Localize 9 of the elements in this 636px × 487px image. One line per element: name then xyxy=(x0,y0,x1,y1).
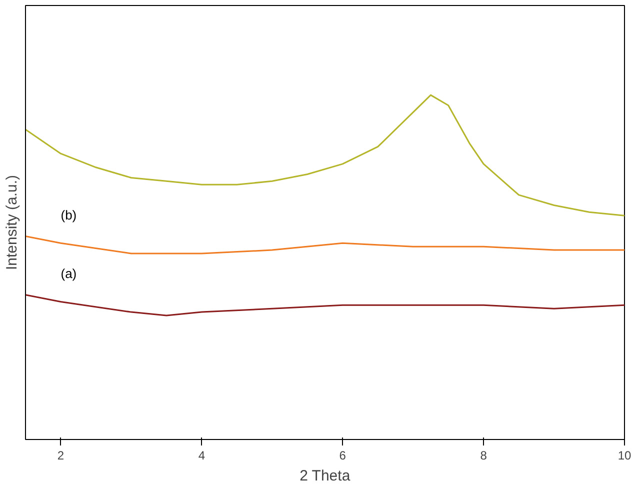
x-tick-label: 4 xyxy=(198,448,206,462)
x-tick-label: 10 xyxy=(618,448,632,462)
x-tick-label: 2 xyxy=(57,448,64,462)
series-label: (b) xyxy=(60,208,77,222)
x-axis-title: 2 Theta xyxy=(300,468,351,484)
series-label: (a) xyxy=(60,266,77,282)
x-tick-label: 6 xyxy=(339,448,346,462)
x-tick-label: 8 xyxy=(480,448,488,462)
y-axis-title: Intensity (a.u.) xyxy=(4,174,20,270)
